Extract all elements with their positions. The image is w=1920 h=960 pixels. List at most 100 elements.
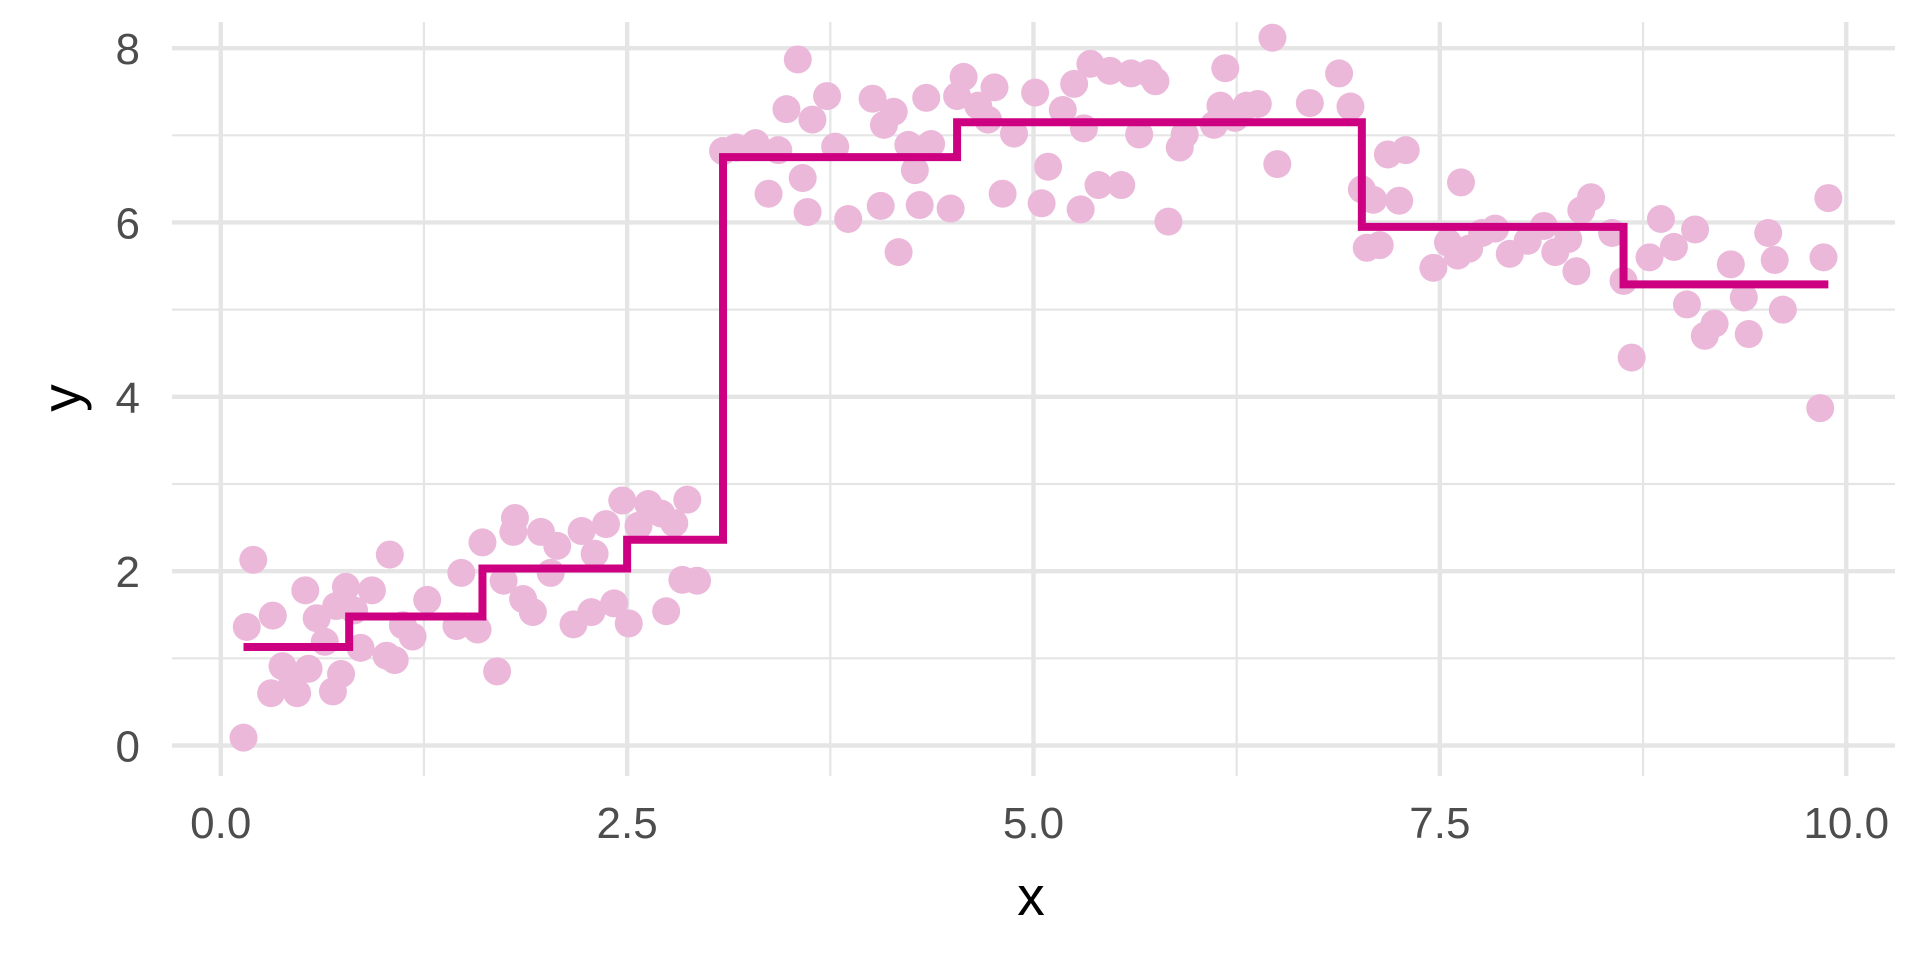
- scatter-point: [1635, 243, 1664, 272]
- scatter-point: [327, 660, 356, 689]
- scatter-point: [500, 503, 529, 532]
- scatter-point: [1211, 54, 1240, 83]
- scatter-point: [239, 545, 268, 574]
- scatter-point: [1107, 171, 1136, 200]
- scatter-point: [608, 486, 637, 515]
- scatter-point: [1760, 245, 1789, 274]
- scatter-point: [331, 572, 360, 601]
- scatter-point: [793, 198, 822, 227]
- scatter-point: [463, 615, 492, 644]
- scatter-point: [1021, 78, 1050, 107]
- scatter-point: [1125, 120, 1154, 149]
- scatter-point: [1734, 320, 1763, 349]
- scatter-point: [980, 73, 1009, 102]
- scatter-point: [1325, 59, 1354, 88]
- scatter-point: [1577, 183, 1606, 212]
- x-tick-label: 7.5: [1409, 799, 1470, 848]
- scatter-point: [1562, 257, 1591, 286]
- scatter-point: [912, 83, 941, 112]
- scatter-point: [1084, 171, 1113, 200]
- scatter-point: [834, 204, 863, 233]
- y-tick-label: 8: [116, 25, 140, 74]
- scatter-point: [1258, 23, 1287, 52]
- x-tick-label: 2.5: [597, 799, 658, 848]
- y-tick-labels: 0 2 4 6 8: [116, 25, 140, 771]
- scatter-point: [543, 531, 572, 560]
- scatter-point: [1814, 184, 1843, 213]
- scatter-point: [1027, 189, 1056, 218]
- scatter-point: [788, 164, 817, 193]
- scatter-point: [1729, 283, 1758, 312]
- x-tick-label: 10.0: [1803, 799, 1889, 848]
- scatter-point: [866, 191, 895, 220]
- scatter-point: [988, 179, 1017, 208]
- scatter-point: [232, 612, 261, 641]
- scatter-point: [1365, 231, 1394, 260]
- step-line-path: [243, 118, 1829, 651]
- scatter-point: [447, 558, 476, 587]
- scatter-point: [294, 654, 323, 683]
- scatter-point: [518, 598, 547, 627]
- scatter-point: [489, 566, 518, 595]
- scatter-point: [1154, 207, 1183, 236]
- scatter-point: [798, 105, 827, 134]
- scatter-point: [1263, 150, 1292, 179]
- scatter-point: [600, 589, 629, 618]
- scatter-point: [624, 511, 653, 540]
- scatter-point: [257, 679, 286, 708]
- scatter-point: [1716, 250, 1745, 279]
- scatter-point: [567, 517, 596, 546]
- scatter-point: [884, 238, 913, 267]
- scatter-point: [536, 558, 565, 587]
- scatter-point: [413, 585, 442, 614]
- scatter-point: [614, 609, 643, 638]
- scatter-point: [1419, 253, 1448, 282]
- scatter-point: [858, 84, 887, 113]
- scatter-point: [258, 601, 287, 630]
- scatter-point: [894, 130, 923, 159]
- scatter-point: [1048, 96, 1077, 125]
- scatter-point: [683, 566, 712, 595]
- scatter-point: [1095, 56, 1124, 85]
- scatter-point: [346, 633, 375, 662]
- scatter-points: [229, 23, 1843, 752]
- scatter-point: [813, 82, 842, 111]
- scatter-point: [1391, 136, 1420, 165]
- scatter-point: [380, 646, 409, 675]
- scatter-point: [1243, 89, 1272, 118]
- scatter-point: [741, 129, 770, 158]
- x-tick-label: 0.0: [190, 799, 251, 848]
- scatter-point: [1060, 69, 1089, 98]
- scatter-point: [483, 657, 512, 686]
- scatter-point: [754, 179, 783, 208]
- scatter-point: [1672, 290, 1701, 319]
- y-tick-label: 0: [116, 722, 140, 771]
- scatter-point: [1034, 152, 1063, 181]
- x-axis-title: x: [1017, 865, 1045, 927]
- scatter-point: [1295, 89, 1324, 118]
- scatter-point: [1141, 67, 1170, 96]
- scatter-point: [917, 130, 946, 159]
- scatter-point: [1754, 218, 1783, 247]
- step-line: [243, 118, 1829, 651]
- y-tick-label: 2: [116, 548, 140, 597]
- scatter-point: [468, 528, 497, 557]
- scatter-point: [1806, 394, 1835, 423]
- scatter-point: [936, 194, 965, 223]
- scatter-point: [1809, 243, 1838, 272]
- scatter-point: [772, 95, 801, 124]
- scatter-point: [577, 598, 606, 627]
- scatter-point: [291, 576, 320, 605]
- scatter-point: [1336, 92, 1365, 121]
- scatter-point: [999, 119, 1028, 148]
- scatter-point: [652, 597, 681, 626]
- scatter-point: [1681, 215, 1710, 244]
- scatter-point: [1700, 309, 1729, 338]
- scatter-point: [580, 539, 609, 568]
- scatter-point: [1359, 185, 1388, 214]
- scatter-point: [1066, 195, 1095, 224]
- scatter-point: [1446, 168, 1475, 197]
- scatter-point: [283, 679, 312, 708]
- scatter-point: [673, 485, 702, 514]
